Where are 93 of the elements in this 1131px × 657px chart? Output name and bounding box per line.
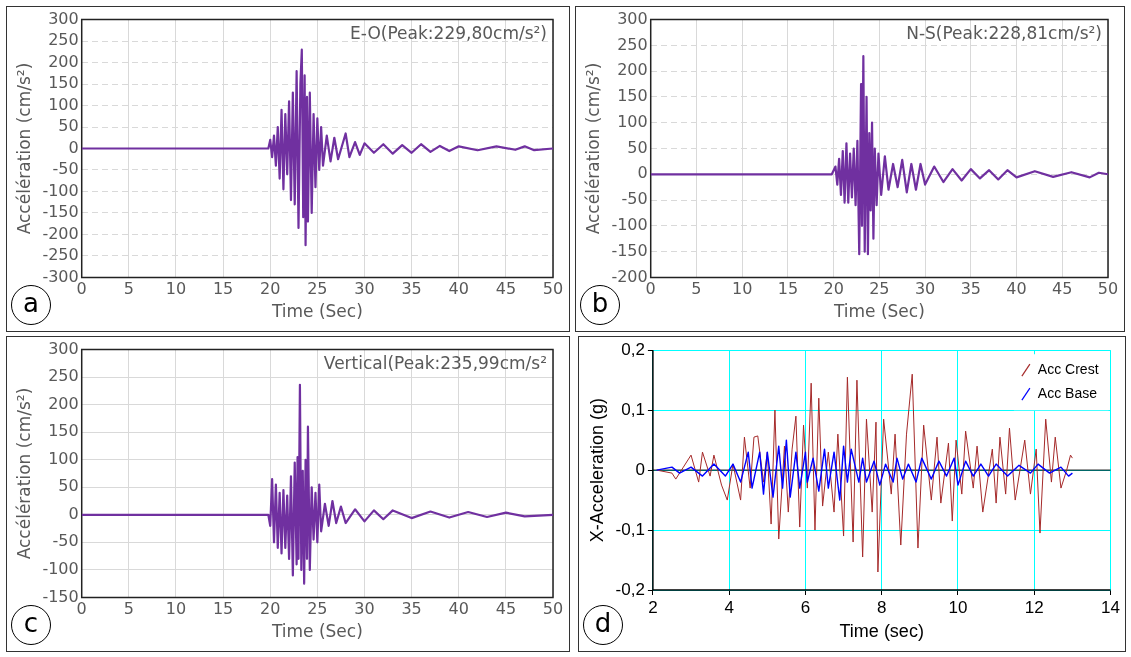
x-tick-label: 45: [495, 599, 517, 619]
y-tick-label: -50: [52, 531, 79, 551]
text: d: [583, 605, 623, 645]
x-tick-label: 40: [448, 599, 469, 619]
y-tick-label: 300: [48, 8, 79, 28]
annotation: Vertical(Peak:235,99cm/s²: [323, 352, 547, 373]
x-tick-label: 20: [260, 599, 281, 619]
x-tick-label: 20: [823, 279, 844, 299]
y-tick-label: 250: [48, 30, 79, 50]
x-tick-label: 15: [212, 279, 234, 299]
y-tick-label: -150: [42, 586, 79, 606]
text: c: [11, 605, 51, 645]
x-tick-label: 5: [123, 599, 134, 619]
y-tick-label: 200: [48, 393, 79, 413]
x-tick-label: 25: [869, 279, 890, 299]
y-tick-label: -0,2: [615, 579, 645, 599]
annotation: E-O(Peak:229,80cm/s²): [350, 22, 547, 43]
y-tick-label: -200: [611, 266, 648, 286]
y-tick-label: 300: [617, 8, 648, 28]
x-tick-label: 45: [1052, 279, 1073, 299]
x-tick-label: 40: [1006, 279, 1027, 299]
x-tick-label: 25: [307, 599, 328, 619]
x-axis-title: Time (Sec): [832, 301, 925, 322]
x-tick-label: 30: [914, 279, 936, 299]
x-tick-label: 50: [542, 599, 564, 619]
x-tick-label: 12: [1024, 597, 1044, 617]
y-tick-label: -0,1: [615, 519, 645, 539]
y-tick-label: 0: [637, 163, 648, 183]
y-tick-label: 0: [68, 137, 79, 157]
y-axis-title: Accélération (cm/s²): [13, 62, 34, 235]
x-tick-label: 15: [777, 279, 799, 299]
y-tick-label: 100: [48, 448, 79, 468]
x-tick-label: 10: [165, 599, 187, 619]
y-tick-label: -100: [42, 559, 79, 579]
y-tick-label: 50: [58, 116, 79, 136]
y-tick-label: 250: [48, 366, 79, 386]
x-tick-label: 5: [691, 279, 702, 299]
x-tick-label: 25: [307, 279, 328, 299]
legend-label: Acc Crest: [1037, 361, 1099, 378]
legend-label: Acc Base: [1037, 385, 1098, 402]
y-tick-label: -100: [611, 215, 648, 234]
y-tick-label: 100: [48, 94, 79, 114]
x-tick-label: 10: [165, 279, 187, 299]
y-tick-label: -300: [42, 266, 79, 286]
x-tick-label: 35: [401, 279, 422, 299]
y-tick-label: -150: [42, 202, 79, 222]
x-tick-label: 5: [123, 279, 134, 299]
y-tick-label: 200: [48, 51, 79, 71]
y-tick-label: 150: [48, 73, 79, 93]
y-tick-label: 150: [48, 421, 79, 441]
x-tick-label: 10: [731, 279, 753, 299]
text: a: [11, 285, 51, 325]
x-tick-label: 2: [648, 597, 658, 617]
x-tick-label: 4: [724, 597, 734, 617]
y-tick-label: 0,1: [621, 399, 645, 419]
text: b: [580, 285, 620, 325]
y-tick-label: -50: [52, 159, 79, 179]
y-tick-label: -50: [621, 189, 648, 209]
x-tick-label: 40: [448, 279, 469, 299]
x-axis-title: Time (sec): [839, 621, 924, 642]
y-tick-label: 100: [617, 111, 648, 131]
y-tick-label: 300: [48, 338, 79, 358]
x-tick-label: 35: [401, 599, 422, 619]
y-tick-label: -150: [611, 240, 648, 260]
y-tick-label: 0: [68, 503, 79, 523]
x-tick-label: 30: [354, 279, 375, 299]
x-axis-title: Time (Sec): [270, 621, 363, 642]
y-tick-label: -200: [42, 223, 79, 243]
y-tick-label: -250: [42, 245, 79, 265]
x-tick-label: 45: [495, 279, 517, 299]
y-tick-label: 0: [635, 459, 645, 479]
y-tick-label: 0,2: [621, 339, 645, 359]
y-axis-title: Accélération (cm/s²): [13, 387, 34, 560]
y-tick-label: 150: [617, 86, 648, 106]
x-tick-label: 14: [1101, 597, 1121, 617]
x-tick-label: 30: [354, 599, 375, 619]
y-axis-title: Accélération (cm/s²): [582, 62, 603, 235]
x-tick-label: 8: [876, 597, 887, 617]
x-tick-label: 15: [212, 599, 234, 619]
y-tick-label: 50: [58, 476, 79, 496]
x-tick-label: 50: [1097, 279, 1119, 299]
y-axis-title: X-Acceleration (g): [586, 398, 607, 543]
annotation: N-S(Peak:228,81cm/s²): [906, 22, 1102, 43]
x-tick-label: 20: [260, 279, 281, 299]
x-tick-label: 10: [948, 597, 968, 617]
y-tick-label: 200: [617, 60, 648, 80]
y-tick-label: 250: [617, 34, 648, 54]
x-axis-title: Time (Sec): [270, 301, 363, 322]
y-tick-label: -100: [42, 180, 79, 200]
y-tick-label: 50: [627, 137, 648, 157]
x-tick-label: 50: [542, 279, 564, 299]
x-tick-label: 35: [960, 279, 981, 299]
x-tick-label: 6: [800, 597, 811, 617]
